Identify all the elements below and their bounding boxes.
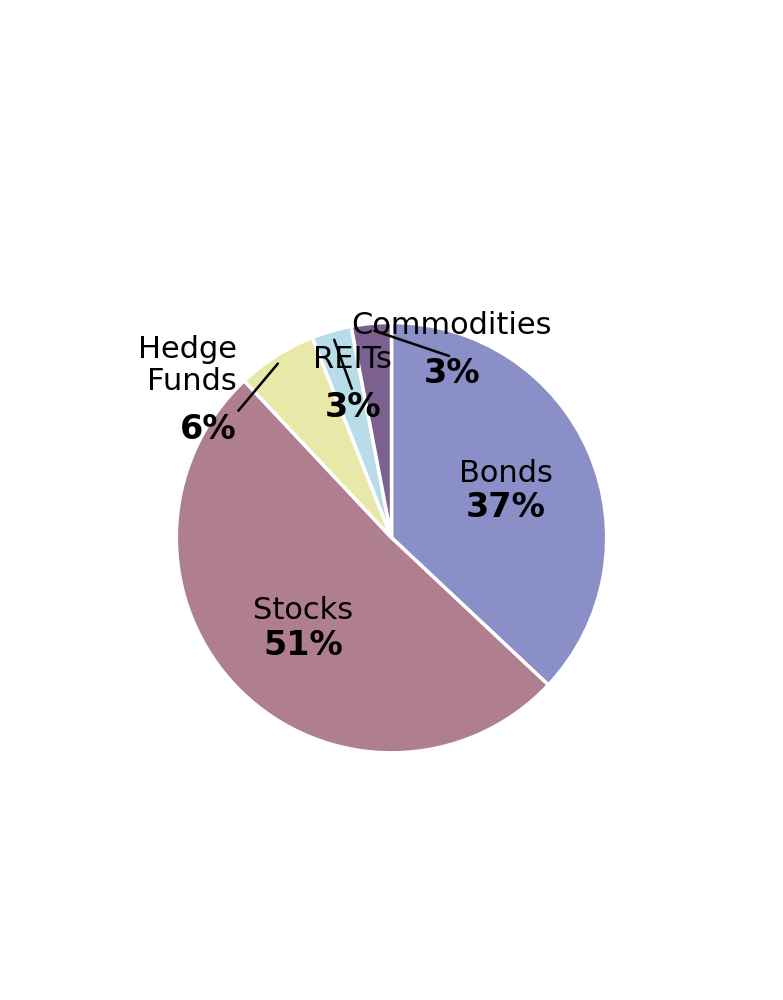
Text: Commodities: Commodities: [352, 311, 552, 340]
Text: Bonds: Bonds: [459, 459, 553, 488]
Wedge shape: [312, 326, 392, 538]
Text: REITs: REITs: [313, 345, 392, 374]
Text: 3%: 3%: [324, 391, 381, 424]
Wedge shape: [176, 381, 548, 753]
Wedge shape: [352, 322, 392, 538]
Text: 51%: 51%: [263, 629, 343, 662]
Text: 3%: 3%: [424, 357, 480, 390]
Text: Hedge
Funds: Hedge Funds: [138, 335, 236, 396]
Text: 6%: 6%: [180, 413, 236, 446]
Text: 37%: 37%: [466, 491, 546, 524]
Text: Stocks: Stocks: [253, 596, 353, 625]
Wedge shape: [392, 322, 607, 685]
Wedge shape: [244, 338, 392, 538]
